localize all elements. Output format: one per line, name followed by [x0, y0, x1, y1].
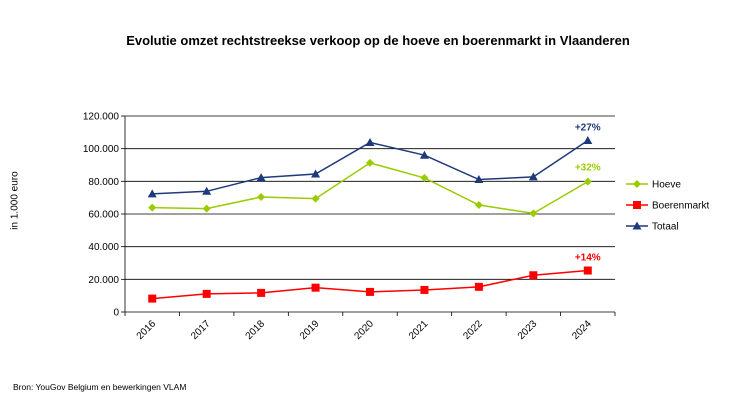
x-tick-label: 2017: [189, 318, 213, 342]
chart-title: Evolutie omzet rechtstreekse verkoop op …: [126, 33, 630, 48]
data-point-totaal: [528, 172, 538, 181]
y-tick-label: 0: [113, 308, 119, 319]
data-point-totaal: [365, 137, 375, 146]
data-point-hoeve: [474, 201, 483, 210]
series-boerenmarkt: +14%: [148, 253, 601, 303]
data-point-totaal: [583, 136, 593, 144]
data-point-boerenmarkt: [583, 266, 592, 275]
x-tick-label: 2020: [352, 318, 376, 342]
data-point-hoeve: [529, 209, 538, 218]
data-point-boerenmarkt: [474, 282, 483, 291]
x-tick-label: 2021: [407, 318, 431, 342]
x-tick-label: 2016: [135, 318, 159, 342]
data-point-totaal: [419, 150, 429, 159]
series-hoeve: +32%: [148, 158, 601, 218]
source-note: Bron: YouGov Belgium en bewerkingen VLAM: [13, 382, 187, 392]
x-tick-label: 2018: [244, 318, 268, 342]
annotation-totaal: +27%: [575, 123, 601, 134]
legend-label-hoeve: Hoeve: [652, 180, 681, 191]
y-tick-label: 100.000: [83, 144, 120, 155]
legend-label-totaal: Totaal: [652, 222, 679, 233]
annotation-hoeve: +32%: [575, 163, 601, 174]
data-point-boerenmarkt: [420, 285, 429, 294]
data-point-boerenmarkt: [257, 288, 266, 297]
data-point-totaal: [147, 189, 157, 198]
y-tick-label: 40.000: [88, 242, 119, 253]
data-point-boerenmarkt: [148, 294, 157, 303]
legend-marker-totaal: [632, 221, 642, 230]
x-tick-label: 2022: [461, 318, 485, 342]
data-point-boerenmarkt: [529, 271, 538, 280]
data-point-hoeve: [366, 158, 374, 167]
data-point-totaal: [256, 173, 266, 182]
data-point-totaal: [311, 169, 321, 178]
legend-marker-boerenmarkt: [633, 201, 641, 209]
data-point-totaal: [202, 186, 212, 195]
x-tick-label: 2024: [570, 318, 594, 342]
data-point-hoeve: [420, 173, 429, 182]
y-tick-label: 20.000: [88, 275, 119, 286]
data-point-totaal: [474, 175, 484, 184]
x-tick-label: 2023: [516, 318, 540, 342]
data-point-hoeve: [257, 193, 266, 202]
x-tick-label: 2019: [298, 318, 322, 342]
data-point-boerenmarkt: [311, 283, 320, 292]
data-point-hoeve: [583, 177, 592, 186]
y-tick-label: 60.000: [88, 210, 119, 221]
data-point-hoeve: [311, 194, 320, 203]
data-point-hoeve: [148, 203, 157, 212]
data-point-boerenmarkt: [202, 289, 211, 298]
y-tick-label: 120.000: [83, 112, 120, 123]
y-tick-label: 80.000: [88, 177, 119, 188]
series-totaal: +27%: [147, 123, 601, 198]
data-point-boerenmarkt: [366, 287, 374, 296]
data-point-hoeve: [202, 204, 211, 213]
legend-marker-hoeve: [633, 180, 641, 188]
annotation-boerenmarkt: +14%: [575, 253, 601, 264]
legend-label-boerenmarkt: Boerenmarkt: [652, 201, 709, 212]
